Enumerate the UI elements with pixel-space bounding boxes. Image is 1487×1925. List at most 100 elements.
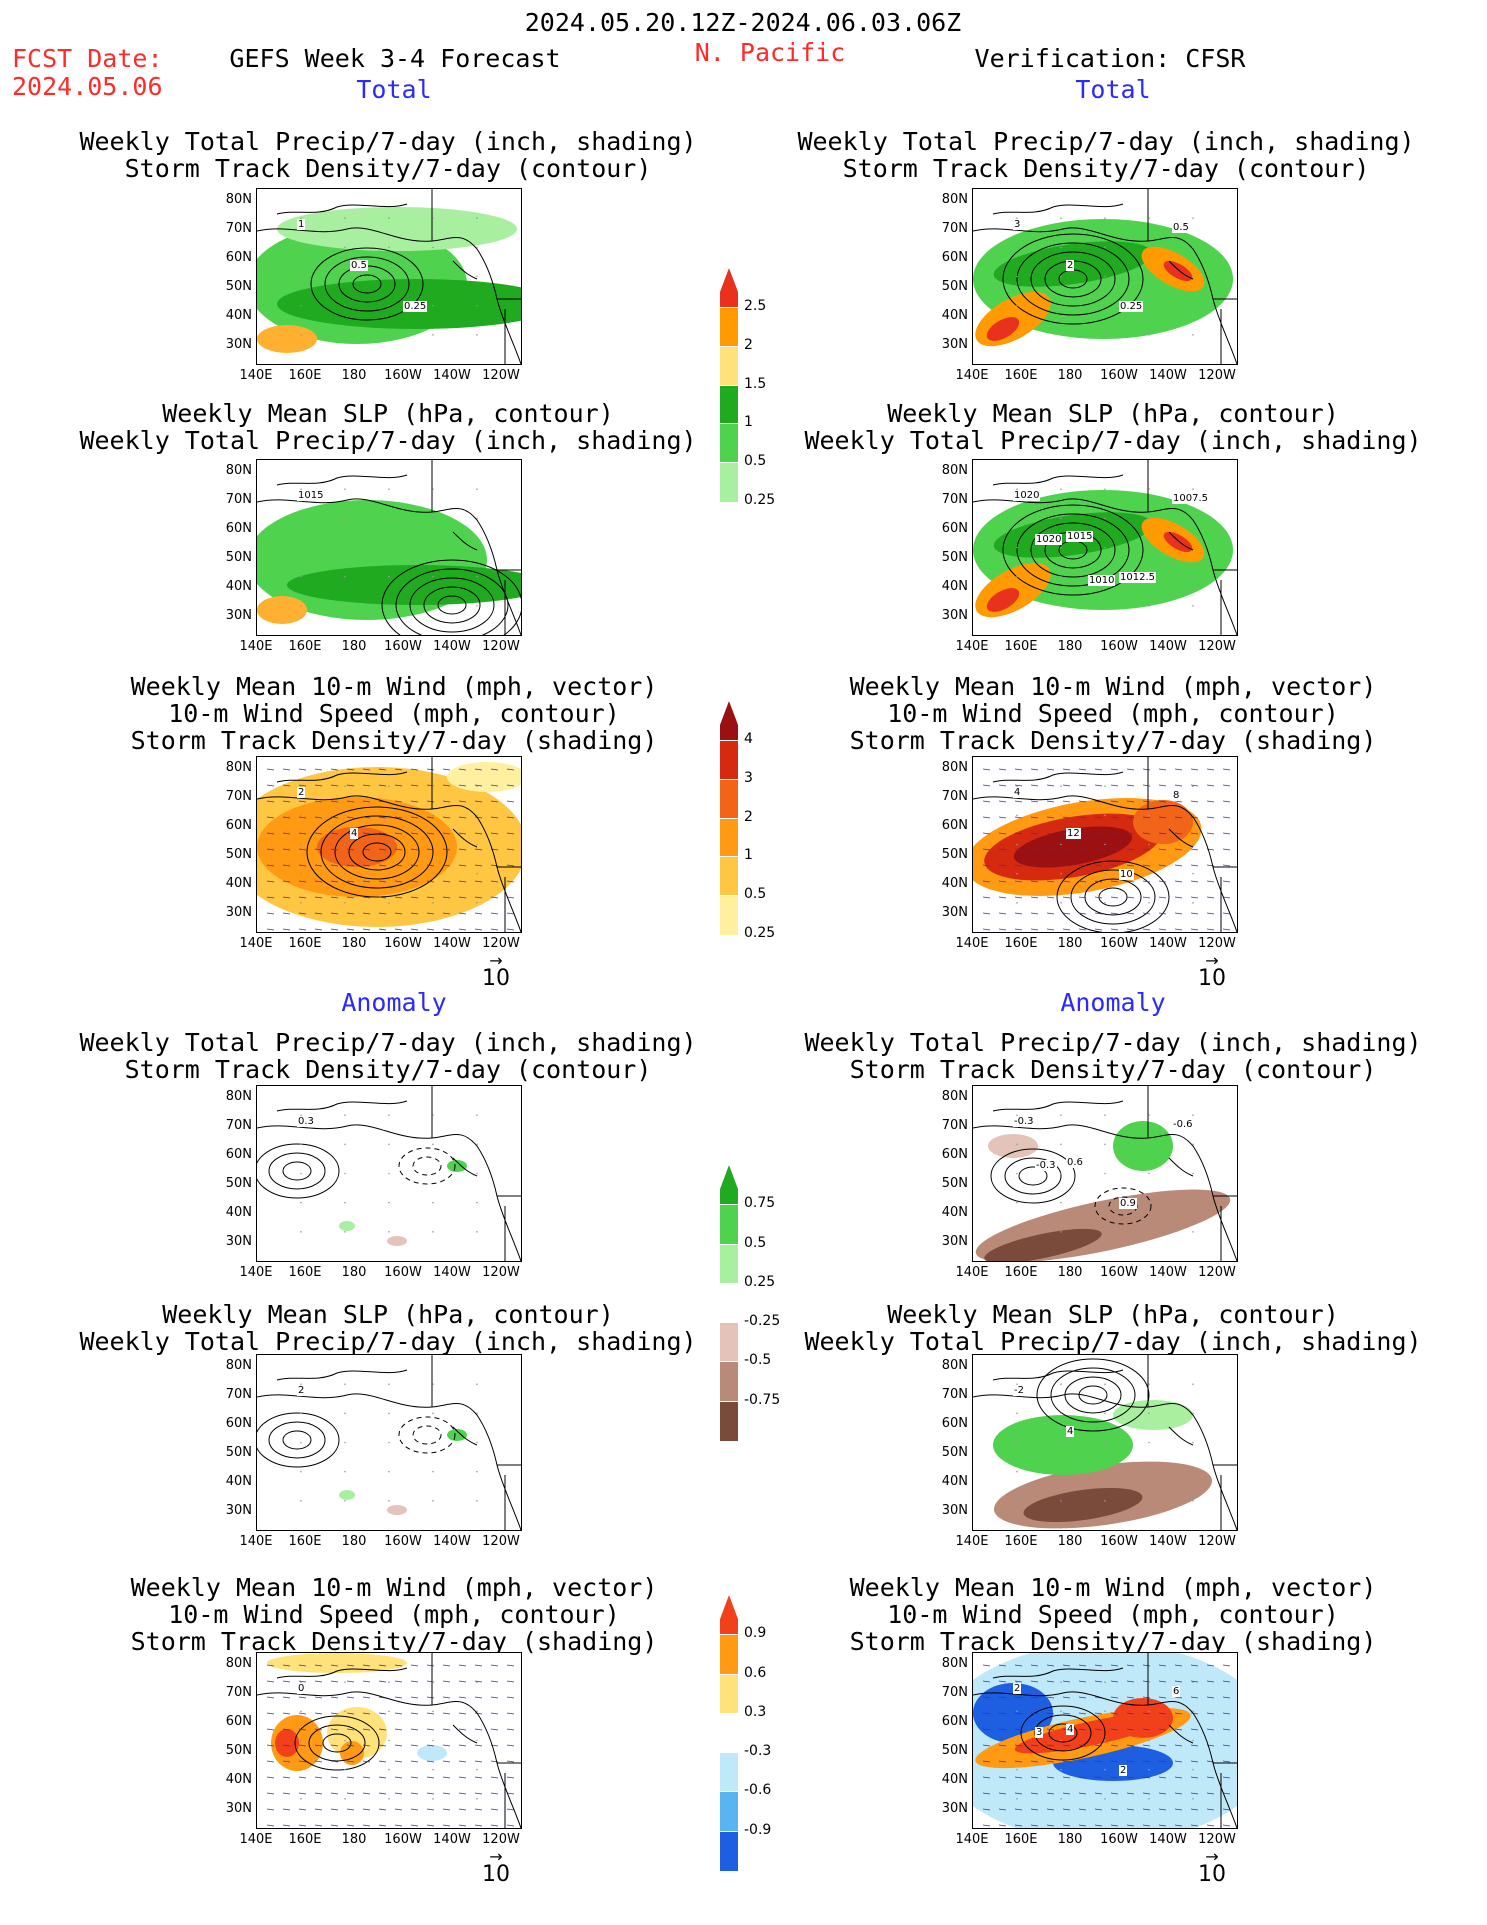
grid-dot (344, 546, 346, 549)
wind-vector (362, 1808, 371, 1811)
grid-dot (1104, 843, 1106, 846)
lat-label: 30N (225, 905, 252, 920)
wind-vector (1174, 1664, 1183, 1667)
slp-contour (381, 559, 521, 635)
wind-vector (346, 848, 355, 851)
wind-vector (1046, 1792, 1055, 1795)
lon-label: 140E (955, 1832, 989, 1847)
wind-vector (1222, 1712, 1231, 1715)
wind-vector (1222, 848, 1231, 851)
wind-vector (362, 1712, 371, 1715)
wind-vector (474, 1728, 483, 1731)
coastline (257, 1124, 521, 1261)
grid-dot (388, 546, 390, 549)
grid-dot (1104, 1143, 1106, 1146)
wind-vector (1222, 1696, 1231, 1699)
wind-vector (266, 1760, 275, 1763)
wind-vector (1126, 864, 1135, 867)
std-anom-shade (340, 1741, 364, 1765)
grid-dot (476, 1114, 478, 1116)
wind-vector (490, 832, 499, 835)
coastline (452, 1157, 478, 1177)
wind-vector (474, 1744, 483, 1747)
map-panel-r6l: 0 (256, 1652, 522, 1829)
contour-label: 4 (1066, 1724, 1075, 1735)
wind-vector (506, 880, 515, 883)
wind-vector (1078, 1728, 1087, 1731)
grid-dot (1148, 1798, 1150, 1800)
wind-vector (266, 1664, 275, 1667)
vector-reference-value: 10 (482, 1862, 510, 1887)
wind-vector (1158, 800, 1167, 803)
wind-vector (426, 1808, 435, 1811)
lon-label: 160W (384, 639, 422, 654)
lon-label: 140E (239, 1832, 273, 1847)
grid-dot (1104, 605, 1106, 607)
wind-vector (410, 896, 419, 899)
wind-vector (458, 1696, 467, 1699)
wind-vector (1174, 1680, 1183, 1683)
map-canvas (973, 1653, 1237, 1828)
lat-label: 30N (225, 1503, 252, 1518)
wind-vector (282, 896, 291, 899)
wind-vector (266, 768, 275, 771)
grid-dot (1060, 785, 1062, 787)
wind-vector (982, 880, 991, 883)
grid-dot (300, 1710, 302, 1713)
wind-vector (1190, 1696, 1199, 1699)
grid-dot (1016, 785, 1018, 787)
wind-vector (1014, 1664, 1023, 1667)
grid-dot (1148, 872, 1150, 875)
lon-label: 140W (433, 368, 471, 383)
wind-vector (1094, 1824, 1103, 1827)
wind-vector (1062, 1808, 1071, 1811)
grid-dot (388, 1143, 390, 1146)
wind-vector (1110, 1728, 1119, 1731)
grid-dot (1148, 1470, 1150, 1473)
wind-vector (1158, 832, 1167, 835)
wind-vector (1222, 816, 1231, 819)
colorbar-label: 1 (744, 847, 753, 864)
colorbar-label: 1.5 (744, 375, 767, 392)
wind-vector (1094, 1744, 1103, 1747)
wind-vector (1014, 1808, 1023, 1811)
grid-dot (1148, 304, 1150, 307)
lon-label: 140E (239, 1534, 273, 1549)
anom-contour (398, 1147, 456, 1185)
wind-vector (330, 1696, 339, 1699)
colorbar-label: 4 (744, 730, 753, 747)
wind-vector (1110, 912, 1119, 915)
grid-dot (1148, 1710, 1150, 1713)
grid-dot (476, 1231, 478, 1233)
wind-vector (1110, 1664, 1119, 1667)
wind-vector (394, 768, 403, 771)
wind-vector (1030, 1824, 1039, 1827)
wind-vector (1158, 896, 1167, 899)
anom-contour (282, 1430, 312, 1450)
wind-vector (298, 1760, 307, 1763)
wind-vector (362, 896, 371, 899)
grid-dot (1060, 902, 1062, 904)
grid-dot (344, 1114, 346, 1116)
colorbar-label: 0.5 (744, 453, 767, 470)
wind-vector (282, 1760, 291, 1763)
wind-vector (298, 1824, 307, 1827)
wind-vector (474, 768, 483, 771)
wind-vector (1222, 784, 1231, 787)
lon-label: 160E (1004, 1265, 1038, 1280)
wind-vector (1030, 1712, 1039, 1715)
lon-label: 120W (1198, 368, 1236, 383)
grid-dot (1192, 1172, 1194, 1175)
wind-vector (982, 1792, 991, 1795)
lon-label: 180 (1057, 368, 1083, 383)
lat-label: 50N (941, 1445, 968, 1460)
grid-dot (388, 246, 390, 249)
precip-anom-shade (387, 1505, 407, 1515)
grid-dot (1060, 1681, 1062, 1683)
anom-contour (412, 1425, 442, 1445)
wind-vector (282, 1728, 291, 1731)
lat-label: 80N (225, 760, 252, 775)
wind-vector (410, 1776, 419, 1779)
grid-dot (300, 785, 302, 787)
wind-vector (346, 768, 355, 771)
